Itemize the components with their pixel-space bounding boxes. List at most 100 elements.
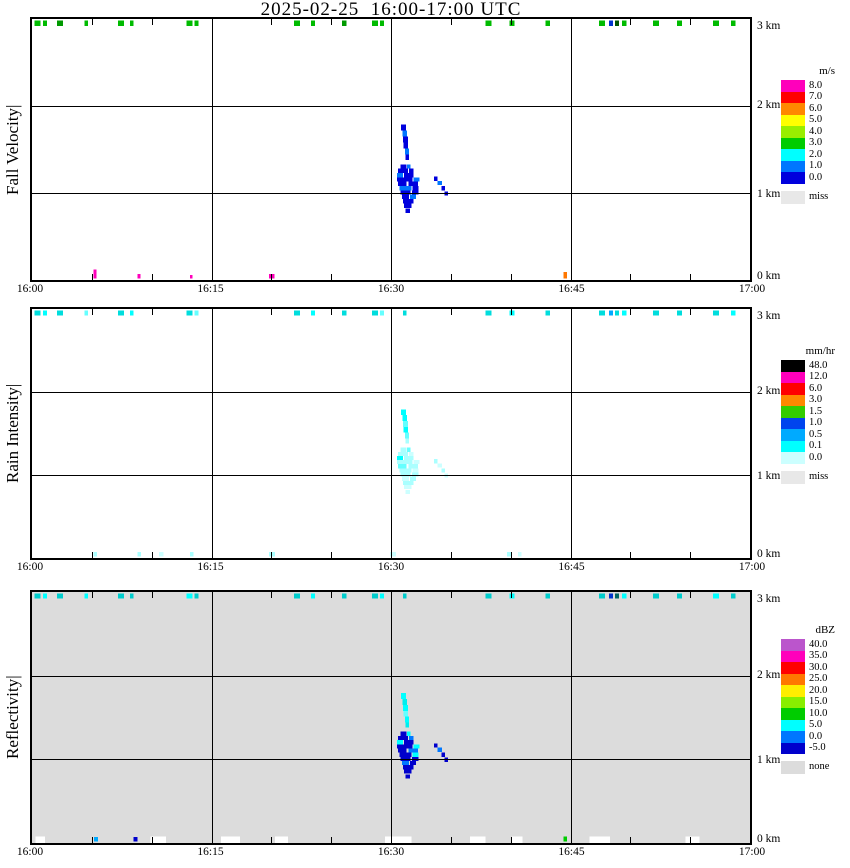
axis-tick (570, 274, 572, 280)
legend-color-swatch (781, 91, 805, 103)
legend-entry: 3.0 (781, 394, 847, 406)
legend-missing-label: miss (809, 470, 829, 482)
axis-tick (91, 552, 93, 558)
legend-value-label: 20.0 (809, 684, 828, 696)
axis-tick (151, 309, 153, 315)
axis-tick (211, 309, 213, 315)
altitude-tick-label: 0 km (757, 270, 781, 282)
axis-tick (271, 552, 273, 558)
legend-missing-label: miss (809, 190, 829, 202)
legend-entry: 6.0 (781, 103, 847, 115)
legend-entry: 3.0 (781, 137, 847, 149)
time-tick-label: 16:45 (558, 283, 585, 295)
axis-tick (450, 19, 452, 25)
axis-tick (690, 837, 692, 843)
axis-tick (331, 274, 333, 280)
axis-tick (630, 592, 632, 598)
legend-value-label: 5.0 (809, 719, 823, 730)
gridline-horizontal (32, 392, 750, 393)
axis-tick (211, 592, 213, 598)
axis-tick (271, 837, 273, 843)
legend-entry: 30.0 (781, 662, 847, 674)
axis-tick (450, 274, 452, 280)
legend-value-label: 8.0 (809, 79, 823, 91)
gridline-vertical (570, 19, 572, 280)
legend-color-swatch (781, 708, 805, 720)
legend-color-swatch (781, 696, 805, 708)
altitude-tick-label: 2 km (757, 99, 781, 112)
legend-color-swatch (781, 440, 805, 452)
axis-tick (690, 552, 692, 558)
axis-tick (211, 837, 213, 843)
axis-tick (510, 19, 512, 25)
axis-tick (151, 837, 153, 843)
legend-color-swatch (781, 406, 805, 418)
gridline-vertical (391, 592, 392, 843)
axis-tick (151, 274, 153, 280)
legend-value-label: 0.0 (809, 171, 823, 183)
legend-value-label: 2.0 (809, 148, 823, 160)
y-axis-label-rain-intensity: Rain Intensity| (3, 383, 22, 484)
time-tick-label: 16:45 (558, 561, 585, 573)
legend-value-label: 1.0 (809, 160, 823, 171)
axis-tick (271, 309, 273, 315)
axis-tick (151, 592, 153, 598)
altitude-tick-label: 1 km (757, 187, 781, 200)
gridline-horizontal (32, 106, 750, 107)
legend-value-label: 7.0 (809, 91, 823, 102)
legend-unit-label: dBZ (815, 624, 835, 636)
axis-tick (570, 837, 572, 843)
legend-entry: 8.0 (781, 80, 847, 92)
legend-value-label: 25.0 (809, 673, 828, 684)
axis-tick (91, 592, 93, 598)
legend-color-swatch (781, 172, 805, 184)
legend-missing-label: none (809, 761, 830, 773)
legend-color-swatch (781, 103, 805, 115)
altitude-tick-label: 3 km (757, 20, 781, 32)
gridline-vertical (570, 309, 572, 558)
legend-entries: 8.0 7.0 6.0 5.0 4.0 3.0 2.0 1.0 0.0 (781, 80, 847, 184)
axis-tick (91, 837, 93, 843)
gridline-vertical (211, 592, 213, 843)
time-tick-label: 16:15 (197, 561, 224, 573)
axis-tick (331, 837, 333, 843)
time-tick-label: 17:00 (738, 283, 766, 295)
legend-color-swatch (781, 719, 805, 731)
axis-tick (391, 552, 392, 558)
legend-entry: 0.5 (781, 429, 847, 441)
altitude-axis: 3 km 2 km 1 km 0 km (757, 17, 802, 282)
time-tick-label: 16:30 (377, 561, 405, 573)
legend-entry: 5.0 (781, 114, 847, 126)
altitude-tick-label: 3 km (757, 310, 781, 322)
legend-value-label: 0.0 (809, 730, 823, 742)
axis-tick (151, 19, 153, 25)
altitude-tick-label: 0 km (757, 833, 781, 845)
legend-missing-entry: miss (781, 190, 847, 204)
legend-value-label: 12.0 (809, 371, 828, 382)
legend-entry: 0.0 (781, 731, 847, 743)
axis-tick (91, 274, 93, 280)
legend-unit-label: mm/hr (805, 345, 835, 357)
legend-entry: 25.0 (781, 673, 847, 685)
axis-tick (510, 274, 512, 280)
legend-color-swatch (781, 650, 805, 662)
time-axis: 16:00 16:15 16:30 16:45 17:00 (17, 561, 765, 575)
legend-color-swatch (781, 394, 805, 406)
panel-reflectivity: Reflectivity| 16:00 16:15 16:30 16:45 17:00 … (0, 590, 850, 858)
legend-color-swatch (781, 639, 805, 651)
legend-value-label: 6.0 (809, 382, 823, 394)
axis-tick (570, 309, 572, 315)
axis-tick (391, 592, 392, 598)
axis-tick (211, 552, 213, 558)
legend-color-swatch (781, 383, 805, 395)
legend-color-swatch (781, 452, 805, 464)
legend-missing-entry: none (781, 761, 847, 774)
gridline-horizontal (32, 675, 750, 677)
legend-value-label: 1.0 (809, 417, 823, 428)
axis-tick (91, 309, 93, 315)
legend-missing-swatch (781, 470, 805, 484)
legend-value-label: -5.0 (809, 742, 826, 753)
chart-title: 2025-02-25 16:00-17:00 UTC (260, 0, 522, 20)
legend-color-swatch (781, 685, 805, 697)
legend-value-label: 40.0 (809, 638, 828, 650)
